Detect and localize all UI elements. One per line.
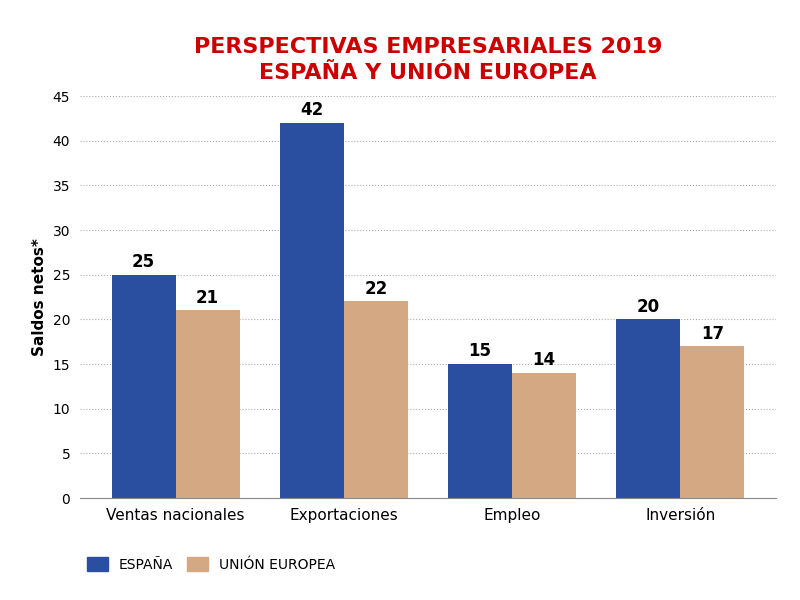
Text: 20: 20	[637, 298, 660, 316]
Legend: ESPAÑA, UNIÓN EUROPEA: ESPAÑA, UNIÓN EUROPEA	[87, 557, 335, 572]
Text: 25: 25	[132, 253, 155, 271]
Text: 21: 21	[196, 289, 219, 307]
Y-axis label: Saldos netos*: Saldos netos*	[32, 238, 47, 356]
Text: 17: 17	[701, 325, 724, 343]
Bar	[512, 373, 576, 498]
Text: 22: 22	[364, 280, 387, 298]
Bar	[344, 301, 408, 498]
Bar	[617, 319, 681, 498]
Text: 42: 42	[300, 101, 323, 119]
Bar	[448, 364, 512, 498]
Bar	[175, 310, 239, 498]
Bar	[681, 346, 744, 498]
Title: PERSPECTIVAS EMPRESARIALES 2019
ESPAÑA Y UNIÓN EUROPEA: PERSPECTIVAS EMPRESARIALES 2019 ESPAÑA Y…	[194, 37, 662, 83]
Text: 15: 15	[469, 343, 492, 361]
Text: 14: 14	[533, 352, 556, 370]
Bar	[280, 123, 344, 498]
Bar	[112, 275, 175, 498]
